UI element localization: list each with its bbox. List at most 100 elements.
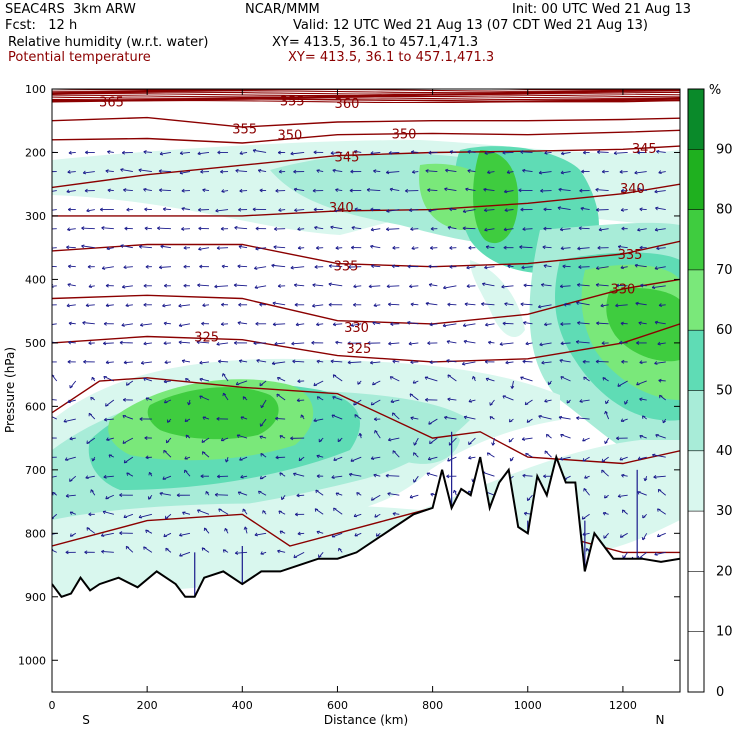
wind-vector [428,209,438,212]
wind-arrowhead [123,265,127,270]
wind-vector [143,151,152,153]
wind-arrowhead [471,376,476,380]
wind-arrowhead [138,168,142,173]
wind-vector [410,303,419,306]
wind-vector [106,247,114,250]
wind-vector [464,303,476,306]
wind-arrowhead [424,376,429,380]
wind-vector [544,399,552,402]
wind-vector [559,359,571,363]
wind-vector [333,374,343,382]
wind-vector [122,415,134,420]
wind-arrowhead [520,376,524,381]
wind-vector [504,303,514,306]
wind-arrowhead [243,526,248,530]
wind-arrowhead [85,150,89,155]
wind-arrowhead [385,227,390,232]
wind-arrowhead [521,265,525,270]
wind-arrowhead [64,457,69,461]
colorbar-tick-label: 30 [716,504,733,519]
wind-vector [656,247,666,250]
wind-arrowhead [273,245,277,250]
wind-vector [298,247,305,249]
wind-arrowhead [277,284,282,288]
wind-arrowhead [489,416,494,420]
wind-vector [162,475,172,480]
field1-xy: XY= 413.5, 36.1 to 457.1,471.3 [272,35,479,50]
wind-vector [162,304,172,307]
wind-arrowhead [45,265,48,268]
wind-arrowhead [546,433,550,438]
wind-arrowhead [233,283,237,288]
wind-vector [444,188,457,192]
wind-arrowhead [465,187,469,192]
wind-arrowhead [272,301,276,306]
wind-arrowhead [489,402,493,406]
wind-vector [426,472,438,477]
wind-vector [504,190,514,193]
wind-vector [144,227,152,230]
wind-vector [374,430,381,439]
wind-arrowhead [255,226,259,231]
wind-vector [597,151,609,153]
x-tick-label: 200 [137,699,158,712]
axes: 0 200 400 600 800 1000 1200 100 200 300 400 500 600 7… [18,83,680,712]
wind-arrowhead [163,449,167,454]
wind-arrowhead [560,246,564,251]
wind-vector [107,189,114,192]
wind-vector [657,532,666,538]
wind-vector [580,207,590,211]
wind-arrowhead [410,150,415,155]
wind-arrowhead [259,475,264,480]
wind-arrowhead [106,437,110,441]
wind-arrowhead [635,301,639,306]
wind-arrowhead [484,227,488,232]
wind-vector [596,266,609,270]
wind-vector [223,392,229,401]
wind-vector [197,152,210,155]
wind-arrowhead [443,285,447,290]
wind-arrowhead [69,511,74,515]
wind-arrowhead [52,491,56,496]
wind-vector [350,456,362,462]
wind-arrowhead [621,226,625,231]
wind-arrowhead [654,552,658,556]
wind-arrowhead [547,381,552,386]
wind-vector [105,399,115,407]
wind-arrowhead [314,225,318,230]
wind-arrowhead [639,245,643,250]
wind-vector [68,152,76,154]
colorbar: 90 80 70 60 50 40 30 20 10 0 [687,88,733,700]
wind-arrowhead [293,554,297,559]
wind-vector [291,342,305,345]
wind-vector [121,323,133,326]
theta-label: 330 [344,321,369,336]
wind-arrowhead [239,188,243,193]
wind-arrowhead [634,263,638,268]
wind-arrowhead [369,360,374,365]
rh-region [52,440,680,600]
wind-arrowhead [526,497,531,502]
wind-arrowhead [370,151,374,155]
wind-arrowhead [277,150,281,155]
wind-vector [425,302,438,306]
wind-arrowhead [84,550,88,555]
wind-vector [85,304,95,307]
wind-vector [216,342,229,345]
wind-vector [390,376,400,382]
wind-arrowhead [66,245,70,250]
wind-vector [122,285,133,288]
wind-vector [370,245,381,249]
wind-arrowhead [279,472,283,476]
wind-arrowhead [425,397,429,402]
wind-arrowhead [409,494,414,499]
wind-arrowhead [124,226,128,231]
wind-vector [222,373,229,382]
wind-vector [615,304,628,307]
wind-arrowhead [392,359,396,364]
wind-vector [103,342,114,344]
wind-vector [313,380,324,387]
wind-arrowhead [335,492,340,496]
wind-arrowhead [523,321,527,325]
colorbar-tick-label: 80 [716,203,733,218]
